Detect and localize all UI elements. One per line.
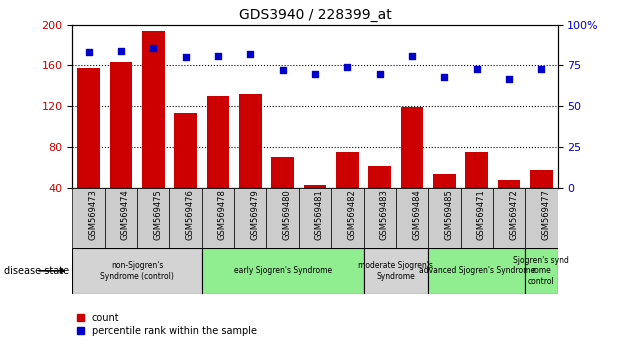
Bar [304,184,326,228]
FancyBboxPatch shape [72,248,202,294]
Bar [142,31,164,228]
Bar [530,170,553,228]
FancyBboxPatch shape [493,188,525,248]
Text: disease state: disease state [4,266,69,276]
Text: non-Sjogren's
Syndrome (control): non-Sjogren's Syndrome (control) [100,261,174,280]
Bar [272,157,294,228]
Text: advanced Sjogren's Syndrome: advanced Sjogren's Syndrome [419,266,535,275]
Point [375,71,385,76]
Bar [110,62,132,228]
FancyBboxPatch shape [266,188,299,248]
Title: GDS3940 / 228399_at: GDS3940 / 228399_at [239,8,391,22]
FancyBboxPatch shape [72,188,105,248]
Point [407,53,417,58]
Point [213,53,223,58]
Point [181,55,191,60]
FancyBboxPatch shape [428,248,525,294]
Text: GSM569479: GSM569479 [250,189,260,240]
FancyBboxPatch shape [234,188,266,248]
Point [504,76,514,81]
FancyBboxPatch shape [525,188,558,248]
Bar [498,181,520,228]
FancyBboxPatch shape [525,248,558,294]
Bar [207,96,229,228]
Text: GSM569484: GSM569484 [412,189,421,240]
Text: GSM569481: GSM569481 [315,189,324,240]
Point [278,68,288,73]
Point [472,66,482,72]
Point [439,74,449,80]
Text: GSM569478: GSM569478 [218,189,227,240]
FancyBboxPatch shape [202,248,364,294]
Text: GSM569477: GSM569477 [541,189,551,240]
Bar [401,107,423,228]
Text: GSM569476: GSM569476 [186,189,195,240]
FancyBboxPatch shape [364,188,396,248]
Text: moderate Sjogren's
Syndrome: moderate Sjogren's Syndrome [358,261,433,280]
Point [245,51,255,57]
Point [148,45,158,50]
Point [116,48,126,54]
FancyBboxPatch shape [202,188,234,248]
Point [84,50,94,55]
Legend: count, percentile rank within the sample: count, percentile rank within the sample [77,313,257,336]
Point [310,71,320,76]
FancyBboxPatch shape [299,188,331,248]
Text: GSM569480: GSM569480 [283,189,292,240]
Bar [466,152,488,228]
Bar [239,94,261,228]
Bar [336,152,358,228]
FancyBboxPatch shape [428,188,461,248]
Text: GSM569472: GSM569472 [509,189,518,240]
Bar [77,68,100,228]
Bar [175,113,197,228]
FancyBboxPatch shape [137,188,169,248]
Text: GSM569471: GSM569471 [477,189,486,240]
Text: GSM569485: GSM569485 [444,189,454,240]
Text: GSM569482: GSM569482 [347,189,357,240]
FancyBboxPatch shape [396,188,428,248]
Text: GSM569483: GSM569483 [380,189,389,240]
FancyBboxPatch shape [364,248,428,294]
Point [536,66,546,72]
Text: early Sjogren's Syndrome: early Sjogren's Syndrome [234,266,332,275]
Bar [369,166,391,228]
FancyBboxPatch shape [461,188,493,248]
Text: GSM569473: GSM569473 [89,189,98,240]
Text: GSM569474: GSM569474 [121,189,130,240]
Text: Sjogren's synd
rome
control: Sjogren's synd rome control [513,256,570,286]
Point [342,64,352,70]
Text: GSM569475: GSM569475 [153,189,163,240]
Bar [433,175,455,228]
FancyBboxPatch shape [105,188,137,248]
FancyBboxPatch shape [331,188,364,248]
FancyBboxPatch shape [169,188,202,248]
